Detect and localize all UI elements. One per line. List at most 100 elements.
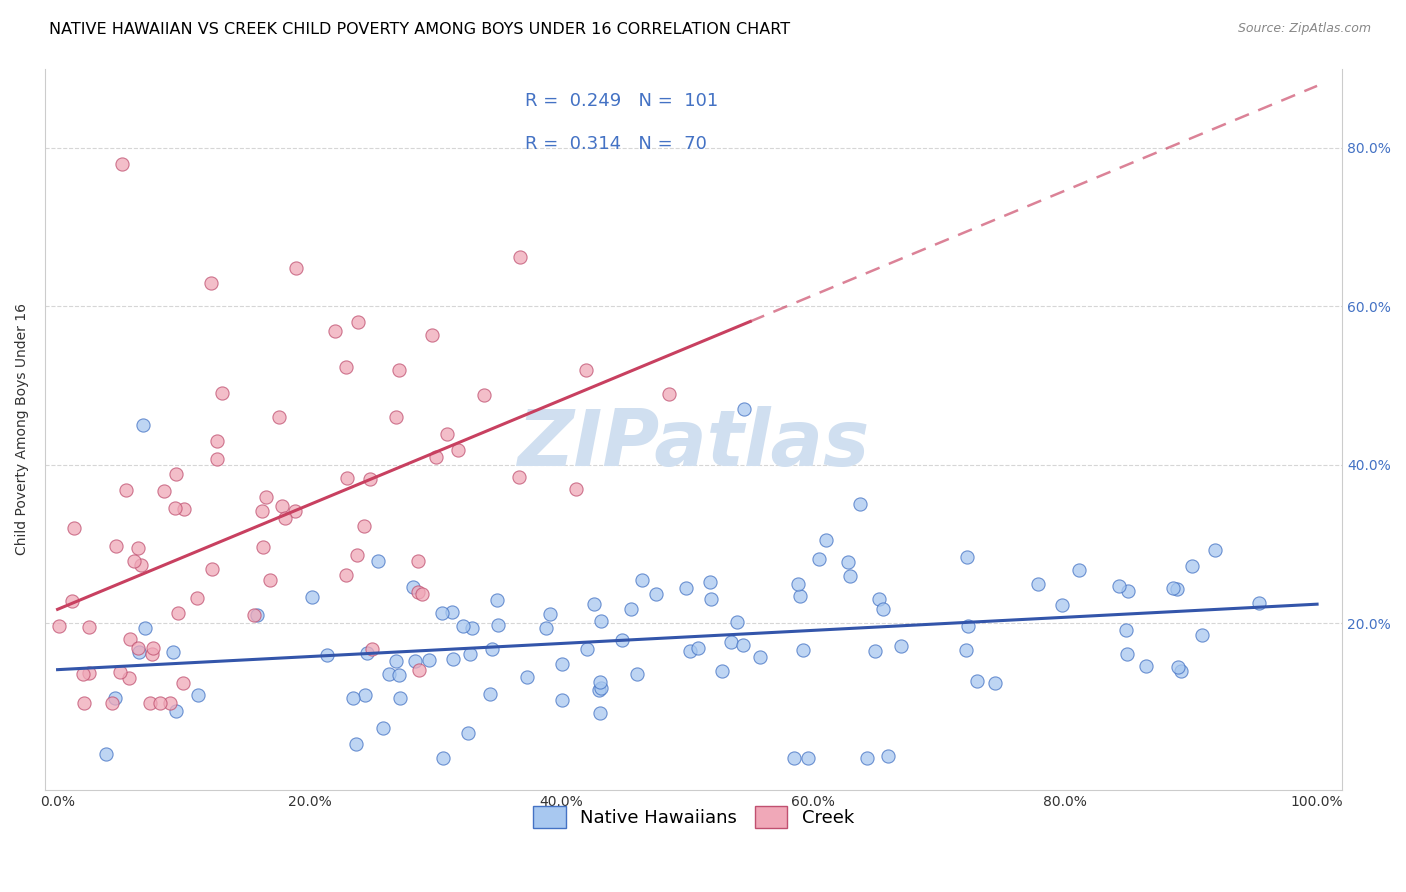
Point <box>839 569 862 583</box>
Point <box>631 573 654 587</box>
Point <box>966 674 988 689</box>
Point <box>612 632 634 647</box>
Point <box>1204 542 1226 557</box>
Point <box>205 434 228 448</box>
Point <box>63 521 86 535</box>
Point <box>551 693 574 707</box>
Point <box>132 418 155 433</box>
Point <box>166 606 188 620</box>
Point <box>77 665 100 680</box>
Point <box>837 555 859 569</box>
Point <box>425 450 447 464</box>
Point <box>720 635 742 649</box>
Text: R =  0.249   N =  101: R = 0.249 N = 101 <box>524 92 718 110</box>
Point <box>162 644 184 658</box>
Point <box>534 621 557 635</box>
Point <box>1167 660 1189 674</box>
Point <box>814 533 837 547</box>
Point <box>72 666 94 681</box>
Point <box>658 387 681 401</box>
Point <box>620 602 643 616</box>
Point <box>335 567 357 582</box>
Point <box>458 647 481 661</box>
Point <box>432 751 454 765</box>
Point <box>274 510 297 524</box>
Point <box>200 276 222 290</box>
Point <box>645 586 668 600</box>
Point <box>173 502 195 516</box>
Point <box>153 484 176 499</box>
Point <box>172 675 194 690</box>
Point <box>142 640 165 655</box>
Point <box>872 602 894 616</box>
Point <box>890 639 912 653</box>
Point <box>418 653 440 667</box>
Point <box>344 737 367 751</box>
Point <box>589 706 612 720</box>
Point <box>1166 582 1188 596</box>
Point <box>134 621 156 635</box>
Point <box>589 614 612 628</box>
Point <box>242 608 264 623</box>
Point <box>679 643 702 657</box>
Point <box>285 261 308 276</box>
Point <box>515 669 537 683</box>
Point <box>388 668 411 682</box>
Point <box>849 497 872 511</box>
Point <box>127 541 149 555</box>
Text: R =  0.314   N =  70: R = 0.314 N = 70 <box>524 136 707 153</box>
Point <box>808 552 831 566</box>
Point <box>472 388 495 402</box>
Point <box>1170 664 1192 678</box>
Point <box>460 621 482 635</box>
Point <box>284 504 307 518</box>
Point <box>371 721 394 735</box>
Point <box>246 607 269 622</box>
Point <box>1067 563 1090 577</box>
Point <box>1116 583 1139 598</box>
Point <box>675 581 697 595</box>
Point <box>270 499 292 513</box>
Point <box>354 688 377 702</box>
Point <box>96 747 118 761</box>
Text: NATIVE HAWAIIAN VS CREEK CHILD POVERTY AMONG BOYS UNDER 16 CORRELATION CHART: NATIVE HAWAIIAN VS CREEK CHILD POVERTY A… <box>49 22 790 37</box>
Point <box>187 688 209 702</box>
Point <box>797 751 820 765</box>
Point <box>591 681 613 695</box>
Point <box>165 704 187 718</box>
Point <box>367 553 389 567</box>
Point <box>725 615 748 629</box>
Point <box>863 644 886 658</box>
Point <box>1050 598 1073 612</box>
Point <box>430 606 453 620</box>
Point <box>876 749 898 764</box>
Legend: Native Hawaiians, Creek: Native Hawaiians, Creek <box>526 798 862 835</box>
Point <box>141 647 163 661</box>
Point <box>384 654 406 668</box>
Point <box>588 683 610 698</box>
Point <box>388 691 411 706</box>
Point <box>868 592 890 607</box>
Point <box>378 666 401 681</box>
Point <box>457 726 479 740</box>
Point <box>1161 582 1184 596</box>
Point <box>118 671 141 685</box>
Text: Source: ZipAtlas.com: Source: ZipAtlas.com <box>1237 22 1371 36</box>
Point <box>73 696 96 710</box>
Point <box>124 554 146 568</box>
Point <box>955 642 977 657</box>
Point <box>1115 647 1137 661</box>
Point <box>335 360 357 375</box>
Point <box>127 641 149 656</box>
Point <box>486 593 509 607</box>
Point <box>254 490 277 504</box>
Y-axis label: Child Poverty Among Boys Under 16: Child Poverty Among Boys Under 16 <box>15 303 30 555</box>
Point <box>486 618 509 632</box>
Point <box>626 666 648 681</box>
Point <box>582 598 605 612</box>
Point <box>1249 596 1271 610</box>
Point <box>408 663 430 677</box>
Point <box>789 589 811 603</box>
Point <box>508 470 530 484</box>
Point <box>733 402 755 417</box>
